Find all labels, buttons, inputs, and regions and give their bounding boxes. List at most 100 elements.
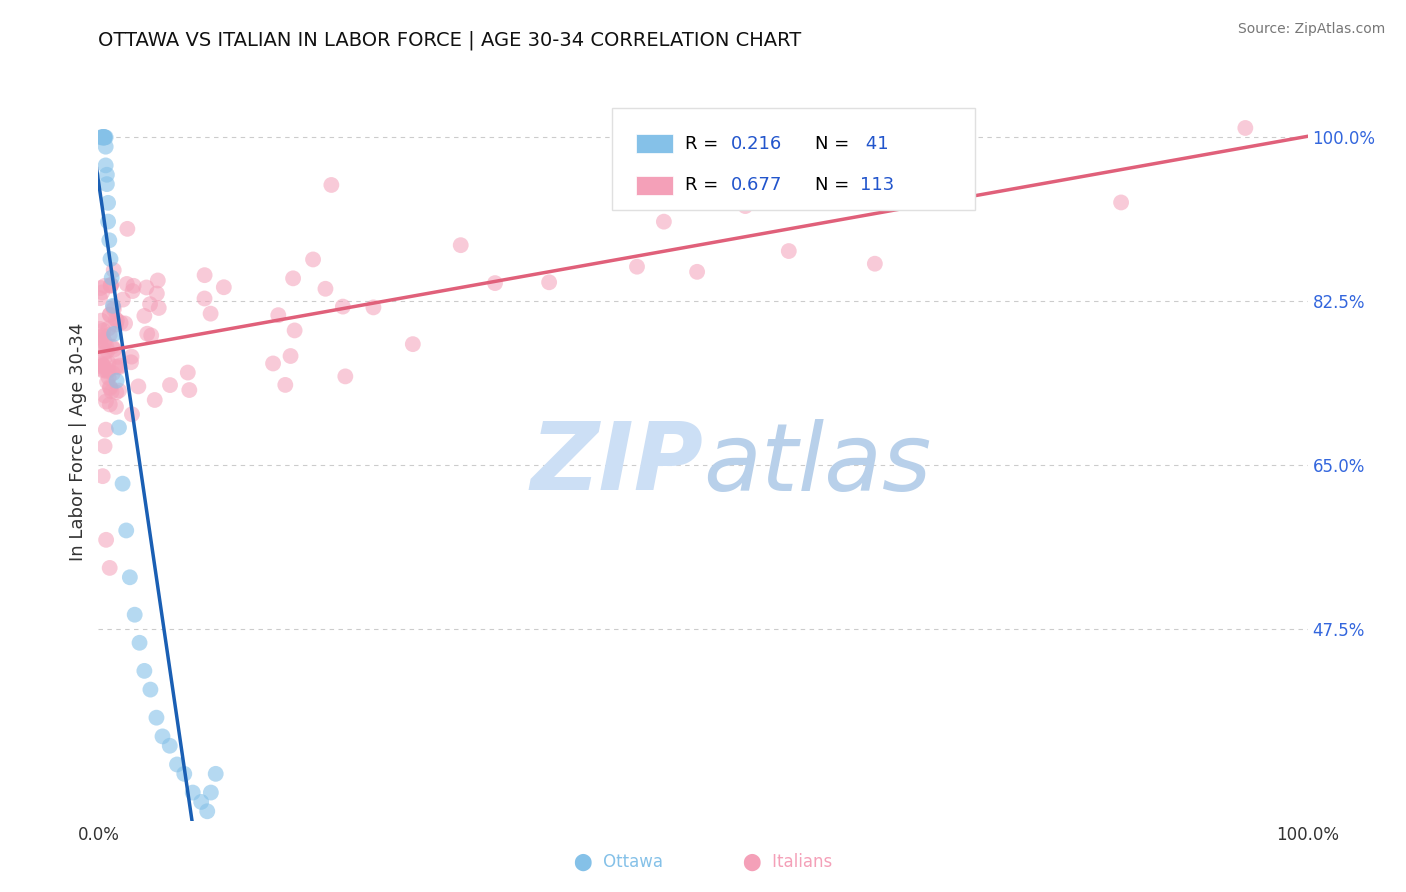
Point bbox=[103, 263, 125, 277]
Point bbox=[94, 158, 117, 172]
Point bbox=[94, 533, 117, 547]
Point bbox=[110, 316, 132, 330]
Text: N =: N = bbox=[815, 177, 855, 194]
Point bbox=[1234, 120, 1257, 135]
Point bbox=[159, 739, 181, 753]
Point bbox=[141, 328, 163, 343]
Point bbox=[94, 278, 117, 293]
Point bbox=[159, 378, 181, 392]
Point bbox=[652, 215, 675, 229]
Point bbox=[107, 360, 129, 375]
Point bbox=[103, 302, 125, 317]
Point bbox=[686, 265, 709, 279]
Text: ZIP: ZIP bbox=[530, 418, 703, 510]
Point bbox=[91, 285, 114, 300]
Point bbox=[173, 767, 195, 781]
Point bbox=[280, 349, 302, 363]
Point bbox=[139, 297, 162, 311]
Point bbox=[96, 343, 118, 358]
Point bbox=[204, 767, 226, 781]
Point bbox=[91, 130, 114, 145]
Point bbox=[121, 284, 143, 298]
FancyBboxPatch shape bbox=[613, 108, 976, 211]
Text: atlas: atlas bbox=[703, 418, 931, 510]
Point bbox=[200, 307, 222, 321]
Point bbox=[402, 337, 425, 351]
Point bbox=[195, 805, 218, 819]
Point bbox=[100, 252, 122, 266]
Point bbox=[89, 322, 111, 336]
Point bbox=[212, 280, 235, 294]
Point bbox=[93, 130, 115, 145]
Point bbox=[484, 276, 506, 290]
Point bbox=[89, 333, 111, 347]
Point bbox=[114, 317, 136, 331]
Point bbox=[98, 381, 121, 395]
Point bbox=[94, 345, 117, 359]
Point bbox=[100, 384, 122, 399]
Point bbox=[91, 130, 114, 145]
Point bbox=[97, 195, 120, 210]
Point bbox=[134, 309, 156, 323]
Point bbox=[120, 355, 142, 369]
Point bbox=[281, 271, 304, 285]
Point bbox=[778, 244, 800, 258]
Text: R =: R = bbox=[685, 135, 724, 153]
Point bbox=[143, 392, 166, 407]
Point bbox=[314, 282, 336, 296]
Point bbox=[91, 130, 114, 145]
Point bbox=[93, 334, 115, 349]
Point bbox=[335, 369, 357, 384]
Point bbox=[284, 323, 307, 337]
Point bbox=[108, 359, 131, 373]
Point bbox=[97, 363, 120, 377]
Point bbox=[321, 178, 343, 192]
Point bbox=[93, 130, 115, 145]
Point bbox=[98, 397, 121, 411]
Point bbox=[90, 330, 112, 344]
Point bbox=[121, 407, 143, 421]
Point bbox=[98, 308, 121, 322]
Point bbox=[91, 359, 114, 373]
Point bbox=[90, 313, 112, 327]
Point bbox=[90, 337, 112, 351]
Point bbox=[302, 252, 325, 267]
Point bbox=[190, 795, 212, 809]
Bar bbox=[637, 135, 672, 153]
Point bbox=[97, 356, 120, 370]
Point bbox=[91, 130, 114, 145]
Text: OTTAWA VS ITALIAN IN LABOR FORCE | AGE 30-34 CORRELATION CHART: OTTAWA VS ITALIAN IN LABOR FORCE | AGE 3… bbox=[98, 30, 801, 50]
Point bbox=[332, 300, 354, 314]
Point bbox=[134, 664, 156, 678]
Point bbox=[124, 607, 146, 622]
Point bbox=[734, 199, 756, 213]
Point bbox=[94, 130, 117, 145]
Point bbox=[127, 379, 149, 393]
Point bbox=[93, 352, 115, 367]
Point bbox=[128, 636, 150, 650]
Point bbox=[108, 420, 131, 434]
Point bbox=[98, 233, 121, 247]
Point bbox=[146, 286, 169, 301]
Point bbox=[104, 400, 127, 414]
Point bbox=[105, 313, 128, 327]
Point bbox=[91, 357, 114, 371]
Point bbox=[122, 278, 145, 293]
Point bbox=[863, 257, 886, 271]
Point bbox=[152, 730, 174, 744]
Point bbox=[93, 130, 115, 145]
Point bbox=[103, 326, 125, 341]
Point bbox=[104, 359, 127, 374]
Point bbox=[1109, 195, 1132, 210]
Point bbox=[100, 278, 122, 293]
Point bbox=[267, 308, 290, 322]
Point bbox=[363, 301, 385, 315]
Point bbox=[96, 375, 118, 389]
Text: 0.677: 0.677 bbox=[731, 177, 782, 194]
Point bbox=[98, 327, 121, 342]
Point bbox=[111, 293, 134, 307]
Point bbox=[177, 366, 200, 380]
Point bbox=[96, 339, 118, 353]
Text: ⬤  Italians: ⬤ Italians bbox=[742, 854, 832, 871]
Point bbox=[139, 682, 162, 697]
